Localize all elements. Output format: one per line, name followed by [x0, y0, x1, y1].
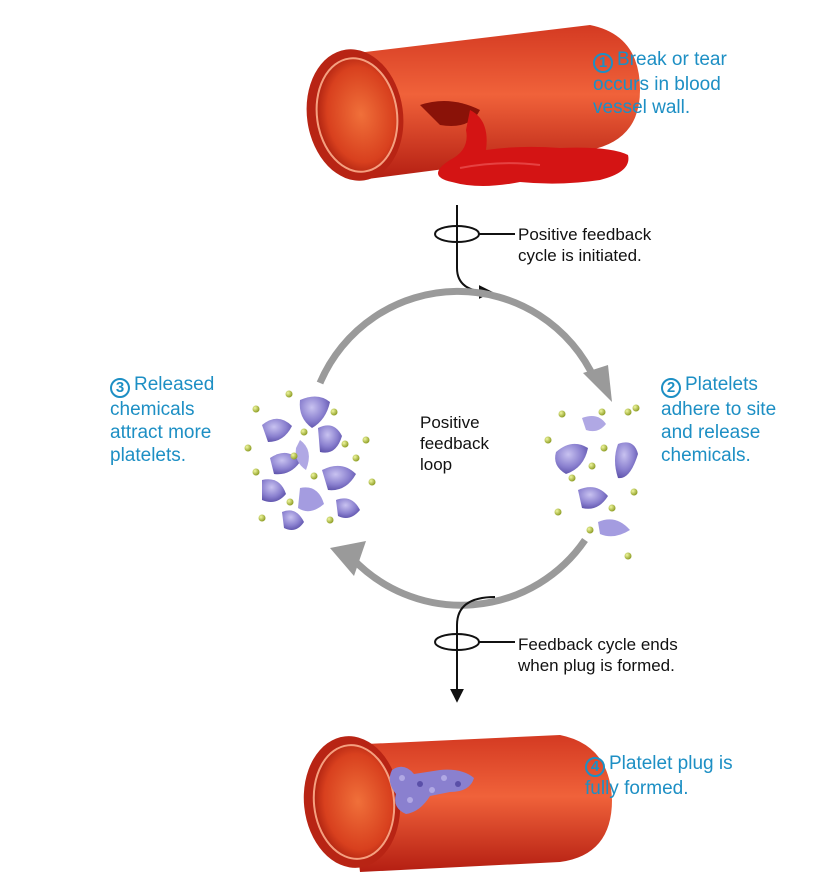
platelet-plug: [389, 766, 474, 814]
step-1-label: 1 Break or tear occurs in blood vessel wa…: [593, 49, 727, 118]
note-cycle-ends: Feedback cycle ends when plug is formed.: [518, 635, 678, 675]
step-2-number: 2: [661, 377, 681, 398]
step-3-number: 3: [110, 377, 130, 398]
step-3-label: 3 Released chemicals attract more platele…: [110, 374, 215, 466]
step-2-label: 2 Platelets adhere to site and release ch…: [661, 374, 777, 466]
initiate-arrow: [434, 205, 515, 299]
platelet-cluster-left: [244, 390, 376, 530]
note-cycle-initiated: Positive feedback cycle is initiated.: [518, 225, 652, 265]
blood-pool: [437, 110, 629, 186]
plugged-blood-vessel: [303, 735, 612, 872]
step-4-label: 4 Platelet plug is fully formed.: [585, 753, 733, 799]
step-1-number: 1: [593, 52, 613, 73]
torn-blood-vessel: [306, 25, 640, 181]
end-arrow: [434, 596, 515, 703]
platelet-cluster-right: [544, 404, 640, 560]
step-4-number: 4: [585, 756, 605, 777]
feedback-loop-arrows: [316, 287, 612, 609]
note-feedback-loop: Positive feedback loop: [420, 413, 489, 474]
